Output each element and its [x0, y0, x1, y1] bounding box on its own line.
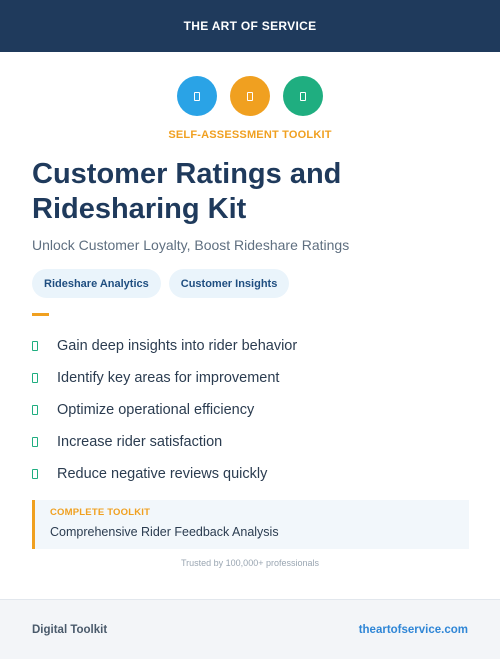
document-icon — [230, 76, 270, 116]
feature-text: Increase rider satisfaction — [57, 434, 223, 450]
feature-list: Gain deep insights into rider behavior I… — [32, 330, 297, 490]
feature-item: Increase rider satisfaction — [32, 426, 297, 458]
footer-label: Digital Toolkit — [32, 623, 108, 636]
callout-label: COMPLETE TOOLKIT — [50, 507, 151, 518]
feature-item: Optimize operational efficiency — [32, 394, 297, 426]
header-title: THE ART OF SERVICE — [183, 19, 317, 33]
eyebrow-label: SELF-ASSESSMENT TOOLKIT — [168, 129, 332, 141]
check-icon — [32, 341, 38, 351]
footer-website-link[interactable]: theartofservice.com — [358, 623, 468, 636]
page-title: Customer Ratings and Ridesharing Kit — [32, 158, 342, 225]
accent-divider — [32, 313, 49, 316]
feature-text: Optimize operational efficiency — [57, 402, 255, 418]
feature-item: Identify key areas for improvement — [32, 362, 297, 394]
page-subtitle: Unlock Customer Loyalty, Boost Rideshare… — [32, 237, 350, 253]
tag-customer-insights: Customer Insights — [168, 269, 290, 298]
feature-item: Gain deep insights into rider behavior — [32, 330, 297, 362]
feature-text: Identify key areas for improvement — [57, 370, 280, 386]
callout-text: Comprehensive Rider Feedback Analysis — [50, 525, 279, 539]
toolkit-callout: COMPLETE TOOLKIT Comprehensive Rider Fee… — [32, 500, 469, 549]
document-icon — [283, 76, 323, 116]
check-icon — [32, 437, 38, 447]
check-icon — [32, 469, 38, 479]
header-bar: THE ART OF SERVICE — [0, 0, 500, 52]
trust-note: Trusted by 100,000+ professionals — [180, 558, 319, 568]
feature-item: Reduce negative reviews quickly — [32, 458, 297, 490]
check-icon — [32, 405, 38, 415]
tag-rideshare-analytics: Rideshare Analytics — [32, 269, 161, 298]
feature-text: Gain deep insights into rider behavior — [57, 338, 298, 354]
tag-list: Rideshare Analytics Customer Insights — [32, 269, 290, 298]
check-icon — [32, 373, 38, 383]
feature-text: Reduce negative reviews quickly — [57, 466, 268, 482]
document-icon — [177, 76, 217, 116]
footer-bar: Digital Toolkit theartofservice.com — [0, 599, 500, 659]
icon-row — [0, 76, 500, 116]
